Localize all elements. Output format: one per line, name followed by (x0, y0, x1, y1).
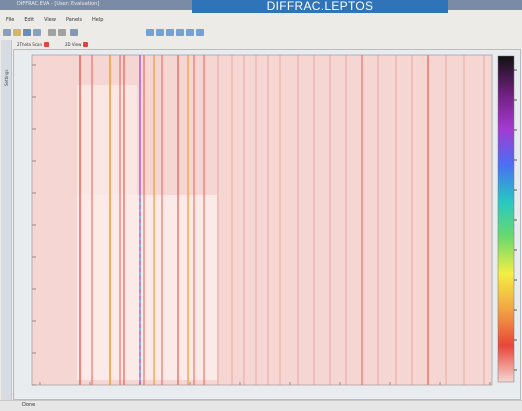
zoom-icon[interactable] (146, 29, 154, 36)
cut-icon[interactable] (48, 29, 56, 36)
status-text: Done (22, 402, 36, 408)
window-title: DIFFRAC.EVA - [User: Evaluation] (17, 1, 100, 7)
brand-banner: DIFFRAC.LEPTOS (192, 0, 448, 13)
open-icon[interactable] (13, 29, 21, 36)
colorbar (497, 55, 515, 383)
tab-2d-view[interactable]: 2D View (63, 41, 90, 48)
pan-icon[interactable] (186, 29, 194, 36)
grid-icon[interactable] (176, 29, 184, 36)
menu-edit[interactable]: Edit (24, 17, 35, 23)
menu-file[interactable]: File (6, 17, 15, 23)
undo-icon[interactable] (70, 29, 78, 36)
rotate-icon[interactable] (156, 29, 164, 36)
select-icon[interactable] (166, 29, 174, 36)
close-icon[interactable] (83, 42, 89, 47)
status-bar (0, 400, 522, 411)
save-icon[interactable] (23, 29, 31, 36)
new-icon[interactable] (3, 29, 11, 36)
tab-label: 2Theta Scan (17, 42, 42, 47)
menu-view[interactable]: View (44, 17, 56, 23)
tab-label: 2D View (65, 42, 82, 47)
diffraction-2d-plot[interactable] (14, 50, 520, 399)
menu-panels[interactable]: Panels (65, 17, 83, 23)
tab-bar (13, 40, 521, 49)
plot-panel (13, 49, 521, 400)
plot-light-region (77, 195, 217, 380)
side-panel[interactable]: Settings (1, 40, 12, 400)
close-icon[interactable] (44, 42, 49, 47)
toolbar (0, 27, 522, 39)
menu-bar: File Edit View Panels Help (0, 14, 522, 26)
print-icon[interactable] (33, 29, 41, 36)
side-panel-label: Settings (4, 69, 9, 86)
copy-icon[interactable] (58, 29, 66, 36)
plot-border (31, 54, 493, 386)
tab-2theta-scan[interactable]: 2Theta Scan (15, 41, 51, 48)
plot-light-region (77, 85, 137, 195)
menu-help[interactable]: Help (92, 17, 104, 23)
refresh-icon[interactable] (196, 29, 204, 36)
brand-label: DIFFRAC.LEPTOS (266, 0, 374, 13)
